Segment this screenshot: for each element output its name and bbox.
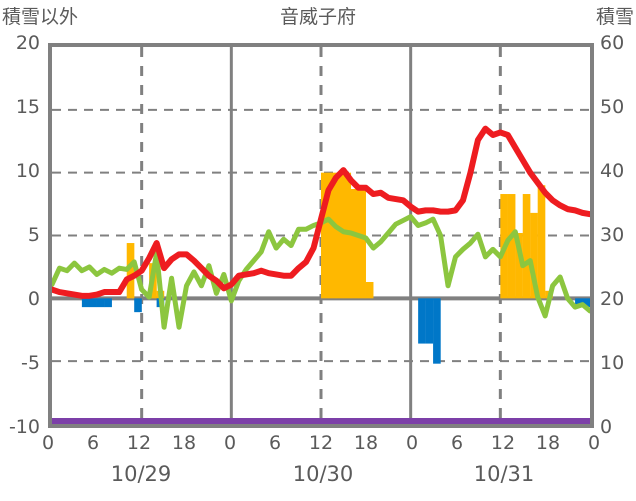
plot-area [48,43,594,428]
xtick-2: 12 [126,432,152,454]
right-ytick-40: 40 [600,160,625,182]
right-ytick-10: 10 [600,352,625,374]
right-axis-title: 積雪 [595,6,634,28]
xtick-9: 6 [450,432,464,454]
xtick-8: 0 [405,432,419,454]
precipitation-bar [335,172,344,299]
right-ytick-50: 50 [600,96,625,118]
xtick-7: 18 [353,432,379,454]
xtick-0: 0 [41,432,55,454]
precipitation-bar [365,281,374,299]
xtick-5: 6 [268,432,282,454]
precipitation-bar [343,172,352,299]
snowfall-bar [89,298,97,308]
chart-canvas [52,47,590,424]
snowfall-bar [582,298,590,308]
right-ytick-30: 30 [600,224,625,246]
xtick-1: 6 [86,432,100,454]
snowfall-bar [81,298,90,308]
precipitation-bar [530,212,538,299]
left-ytick-neg5: -5 [21,352,40,374]
xday-label-1031: 10/31 [473,462,535,486]
precipitation-bar [515,232,523,299]
precipitation-bar [328,172,337,299]
left-ytick-20: 20 [15,32,40,54]
left-ytick-neg10: -10 [8,416,40,438]
precipitation-bar [321,172,329,299]
snowfall-bar [575,298,583,308]
left-ytick-15: 15 [15,96,40,118]
xday-label-1029: 10/29 [110,462,172,486]
snowfall-bar [418,298,426,344]
precipitation-bar [358,189,366,299]
xtick-4: 0 [223,432,237,454]
precipitation-bar [126,243,135,299]
left-ytick-10: 10 [15,160,40,182]
left-ytick-5: 5 [27,224,40,246]
temperature-line [52,125,590,299]
xtick-12: 0 [587,432,601,454]
snowfall-bar [134,298,142,313]
snowfall-bar [96,298,105,308]
left-axis-title: 積雪以外 [2,6,79,28]
chart-title: 音威子府 [279,6,356,28]
right-ytick-0: 0 [600,416,613,438]
xday-label-1030: 10/30 [292,462,354,486]
snowfall-bar [425,298,434,344]
precipitation-bar [537,185,546,299]
precipitation-bar [522,194,531,299]
xtick-11: 18 [535,432,561,454]
snowfall-bar [433,298,441,364]
snowfall-bar [104,298,112,308]
plot-inner [52,47,590,424]
right-ytick-20: 20 [600,288,625,310]
precipitation-bar [350,189,359,299]
xtick-10: 12 [490,432,516,454]
precipitation-bar [507,194,516,299]
right-ytick-60: 60 [600,32,625,54]
left-ytick-0: 0 [27,288,40,310]
xtick-6: 12 [308,432,334,454]
xtick-3: 18 [171,432,197,454]
